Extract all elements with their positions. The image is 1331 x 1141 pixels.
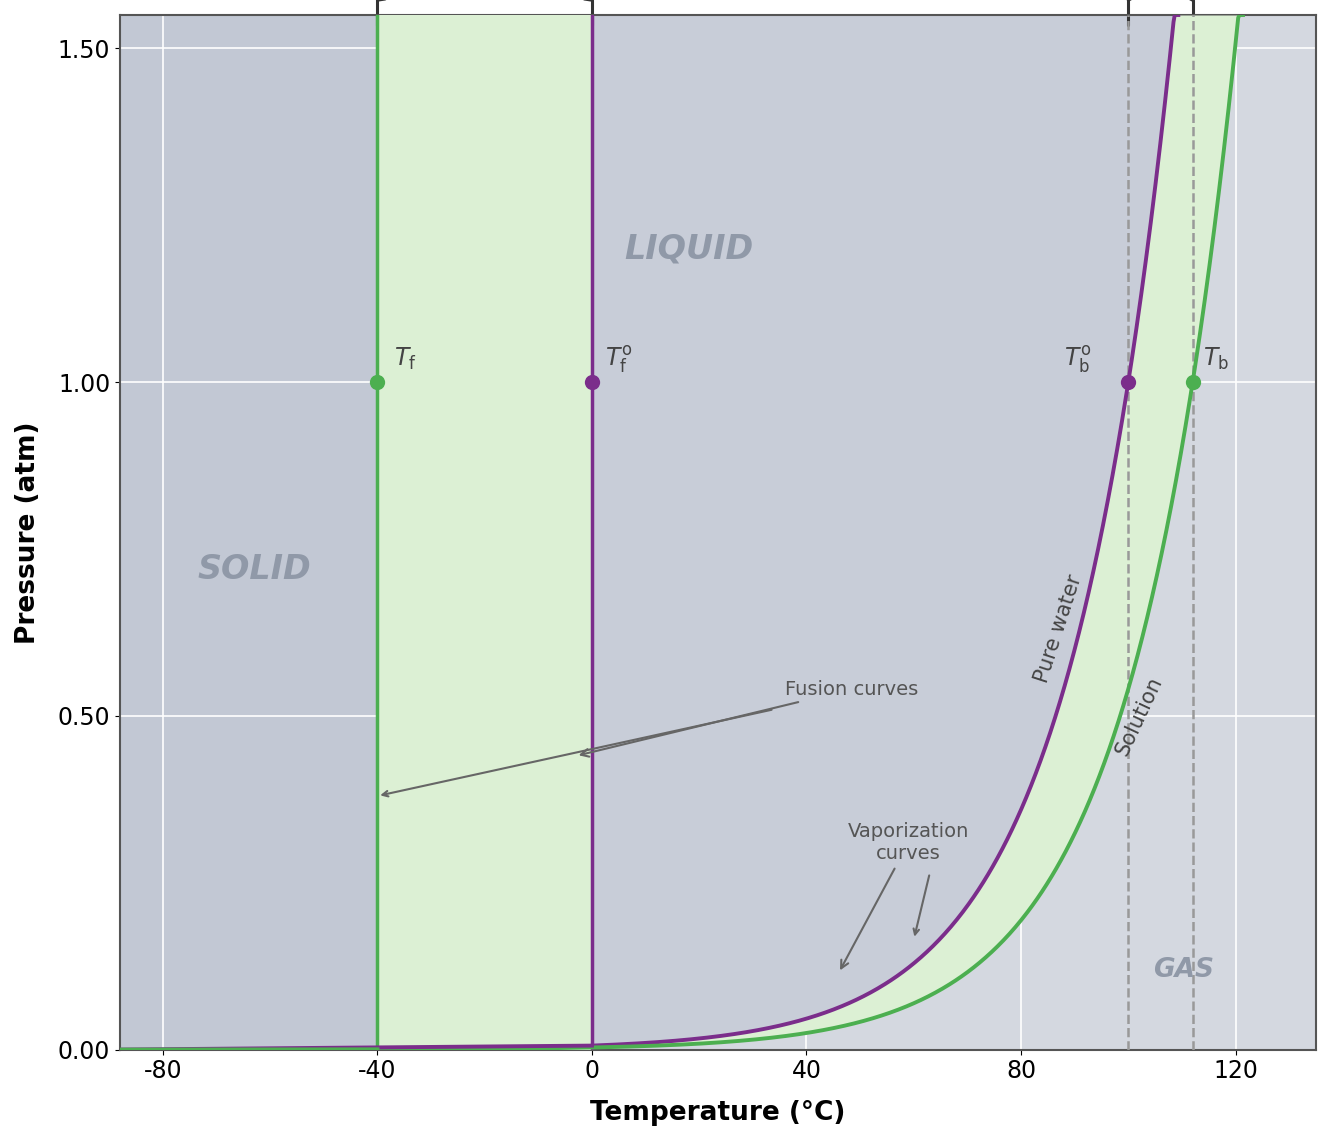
Text: $T_\mathrm{f}$: $T_\mathrm{f}$ [394,346,417,372]
Polygon shape [378,15,592,1050]
Text: Solution: Solution [1111,673,1166,759]
Text: $T_\mathrm{b}$: $T_\mathrm{b}$ [1203,346,1230,372]
Bar [378,15,592,1050]
Text: Vaporization
curves: Vaporization curves [841,823,969,969]
Text: Pure water: Pure water [1032,573,1086,686]
Text: $T_\mathrm{b}^\mathrm{o}$: $T_\mathrm{b}^\mathrm{o}$ [1063,343,1091,374]
Bar [120,15,378,1050]
Polygon shape [592,15,1316,1045]
Text: GAS: GAS [1153,956,1214,982]
Bar [592,15,1316,1050]
Text: Fusion curves: Fusion curves [580,680,918,756]
Y-axis label: Pressure (atm): Pressure (atm) [15,421,41,644]
Text: LIQUID: LIQUID [624,232,753,265]
Text: $T_\mathrm{f}^\mathrm{o}$: $T_\mathrm{f}^\mathrm{o}$ [606,343,632,374]
X-axis label: Temperature (°C): Temperature (°C) [591,1100,845,1126]
Text: SOLID: SOLID [197,552,311,585]
